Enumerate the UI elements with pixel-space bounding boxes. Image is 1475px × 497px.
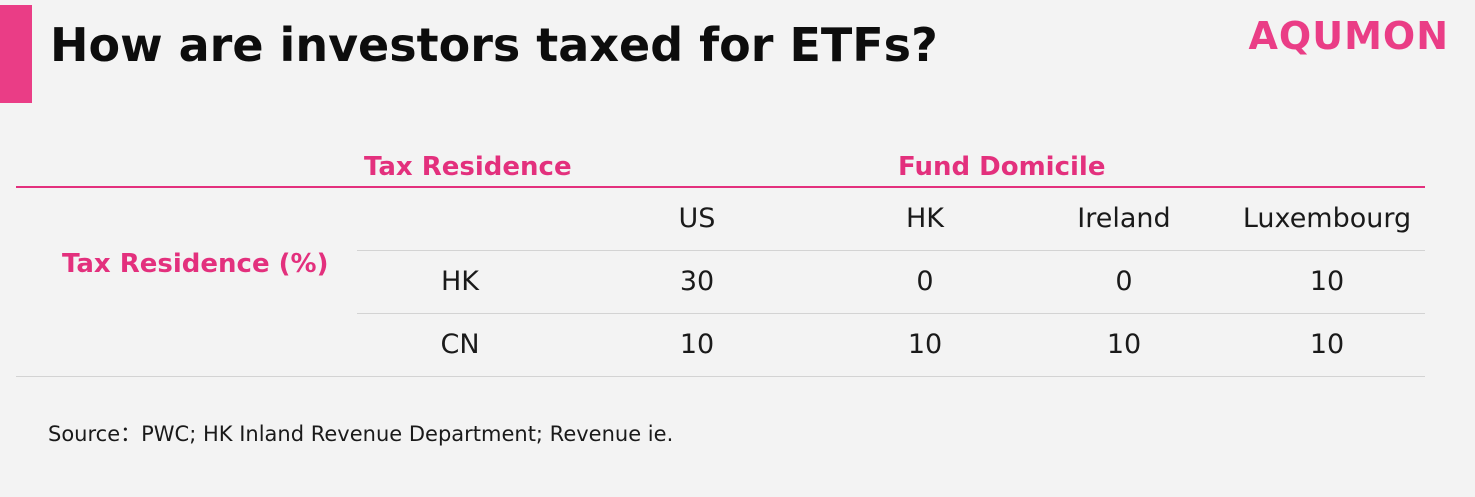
- table-cell: 10: [679, 329, 715, 360]
- row-group-label: Tax Residence (%): [62, 249, 329, 279]
- row-label-cn: CN: [440, 329, 480, 360]
- table-bottom-rule: [16, 376, 1425, 377]
- page-title: How are investors taxed for ETFs?: [50, 18, 938, 72]
- table-cell: 10: [1309, 266, 1345, 297]
- table-cell: 10: [907, 329, 943, 360]
- column-header-us: US: [678, 203, 716, 234]
- row-label-hk: HK: [440, 266, 479, 297]
- accent-bar: [0, 5, 32, 103]
- row-divider: [357, 313, 1425, 314]
- brand-logo: AQUMON: [1248, 14, 1449, 58]
- row-divider: [357, 250, 1425, 251]
- column-header-luxembourg: Luxembourg: [1242, 203, 1412, 234]
- column-header-hk: HK: [905, 203, 944, 234]
- column-header-ireland: Ireland: [1077, 203, 1171, 234]
- tax-residence-header: Tax Residence: [364, 152, 572, 182]
- table-cell: 10: [1106, 329, 1142, 360]
- table-cell: 30: [679, 266, 715, 297]
- table-cell: 10: [1309, 329, 1345, 360]
- table-cell: 0: [916, 266, 934, 297]
- table-cell: 0: [1115, 266, 1133, 297]
- header-divider: [16, 186, 1425, 188]
- fund-domicile-header: Fund Domicile: [898, 152, 1106, 182]
- source-note: Source：PWC; HK Inland Revenue Department…: [48, 422, 674, 446]
